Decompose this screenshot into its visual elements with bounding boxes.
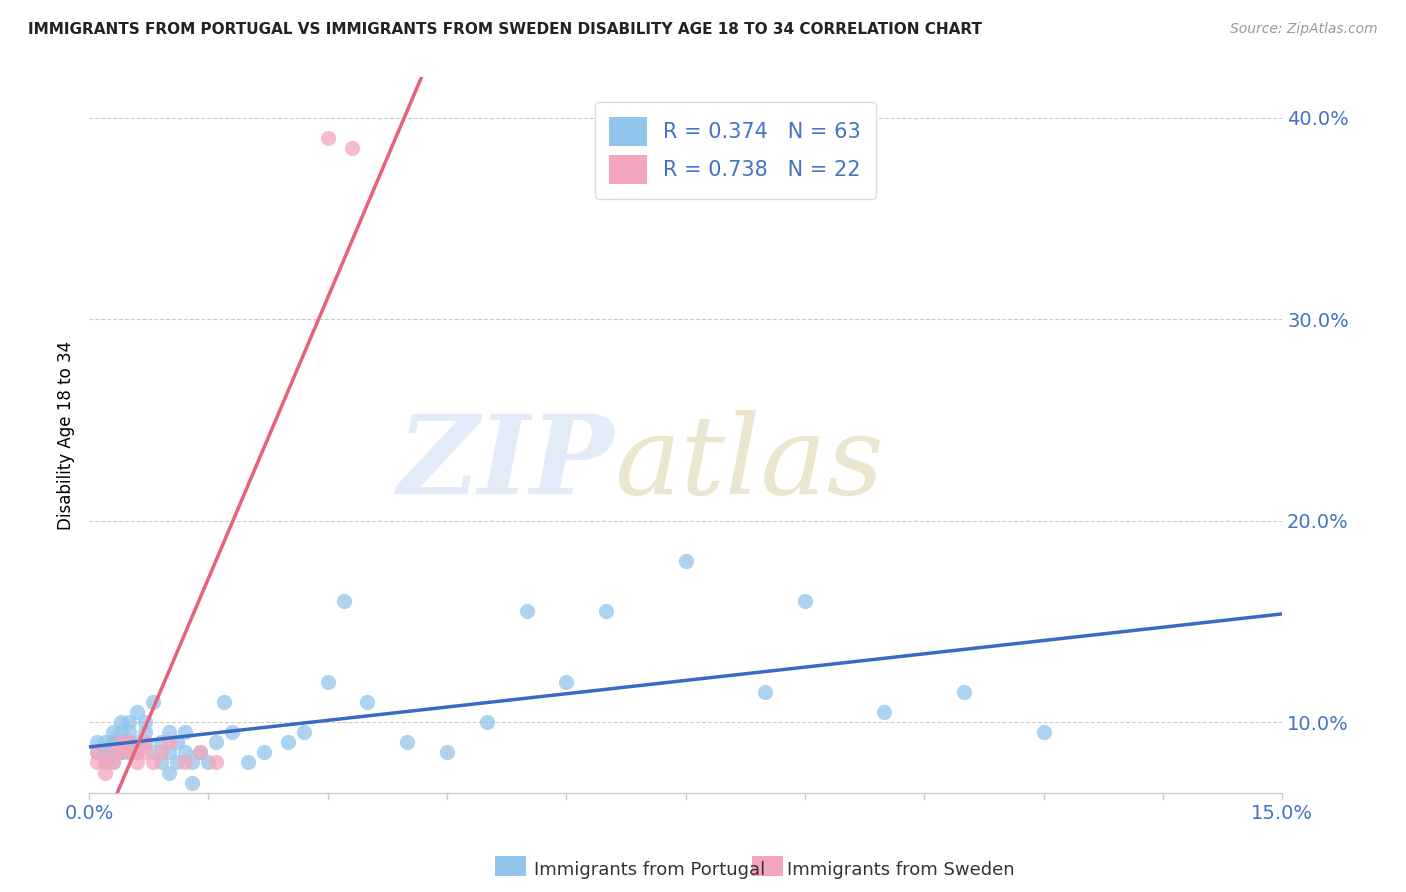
Text: Source: ZipAtlas.com: Source: ZipAtlas.com bbox=[1230, 22, 1378, 37]
Point bbox=[316, 674, 339, 689]
Point bbox=[197, 756, 219, 770]
Text: atlas: atlas bbox=[614, 410, 884, 517]
Point bbox=[134, 745, 156, 759]
Point bbox=[214, 695, 236, 709]
Bar bbox=[495, 856, 526, 876]
Point bbox=[142, 745, 165, 759]
Point bbox=[94, 745, 117, 759]
Point bbox=[134, 725, 156, 739]
Point bbox=[86, 745, 108, 759]
Point bbox=[356, 695, 378, 709]
Point bbox=[134, 735, 156, 749]
Point bbox=[94, 735, 117, 749]
Point bbox=[181, 756, 204, 770]
Point bbox=[675, 554, 697, 568]
Point bbox=[101, 745, 124, 759]
Point bbox=[873, 705, 896, 719]
Point bbox=[292, 725, 315, 739]
Point bbox=[125, 745, 148, 759]
Text: IMMIGRANTS FROM PORTUGAL VS IMMIGRANTS FROM SWEDEN DISABILITY AGE 18 TO 34 CORRE: IMMIGRANTS FROM PORTUGAL VS IMMIGRANTS F… bbox=[28, 22, 983, 37]
Legend: R = 0.374   N = 63, R = 0.738   N = 22: R = 0.374 N = 63, R = 0.738 N = 22 bbox=[595, 103, 876, 199]
Point bbox=[157, 735, 180, 749]
Point bbox=[396, 735, 419, 749]
Point bbox=[86, 745, 108, 759]
Point bbox=[166, 756, 188, 770]
Point bbox=[110, 735, 132, 749]
Point bbox=[110, 745, 132, 759]
Point bbox=[142, 756, 165, 770]
Point bbox=[516, 604, 538, 618]
Text: Immigrants from Sweden: Immigrants from Sweden bbox=[787, 861, 1015, 879]
Point bbox=[149, 745, 172, 759]
Point bbox=[142, 695, 165, 709]
Point bbox=[101, 745, 124, 759]
Text: ZIP: ZIP bbox=[398, 410, 614, 517]
Point bbox=[149, 735, 172, 749]
Point bbox=[277, 735, 299, 749]
Point bbox=[190, 745, 212, 759]
Point bbox=[754, 685, 776, 699]
Point bbox=[101, 756, 124, 770]
Point bbox=[118, 735, 141, 749]
Point bbox=[94, 756, 117, 770]
Point bbox=[190, 745, 212, 759]
Point bbox=[118, 725, 141, 739]
Point bbox=[205, 735, 228, 749]
Point bbox=[173, 745, 195, 759]
Point bbox=[149, 756, 172, 770]
Point bbox=[118, 735, 141, 749]
Point bbox=[134, 735, 156, 749]
Text: Immigrants from Portugal: Immigrants from Portugal bbox=[534, 861, 765, 879]
Point bbox=[316, 131, 339, 145]
Point bbox=[595, 604, 617, 618]
Point bbox=[205, 756, 228, 770]
Point bbox=[157, 725, 180, 739]
Point bbox=[110, 715, 132, 730]
Point bbox=[173, 756, 195, 770]
Point bbox=[1032, 725, 1054, 739]
Point bbox=[253, 745, 276, 759]
Point bbox=[157, 765, 180, 780]
Point bbox=[110, 735, 132, 749]
Point bbox=[953, 685, 976, 699]
Point bbox=[86, 756, 108, 770]
Point bbox=[118, 735, 141, 749]
Point bbox=[173, 725, 195, 739]
Bar bbox=[752, 856, 783, 876]
Point bbox=[157, 745, 180, 759]
Point bbox=[221, 725, 243, 739]
Point bbox=[94, 765, 117, 780]
Point bbox=[475, 715, 498, 730]
Point bbox=[125, 756, 148, 770]
Point bbox=[340, 141, 363, 155]
Y-axis label: Disability Age 18 to 34: Disability Age 18 to 34 bbox=[58, 341, 75, 530]
Point bbox=[332, 594, 354, 608]
Point bbox=[236, 756, 259, 770]
Point bbox=[555, 674, 578, 689]
Point bbox=[134, 715, 156, 730]
Point bbox=[94, 756, 117, 770]
Point bbox=[125, 735, 148, 749]
Point bbox=[166, 735, 188, 749]
Point bbox=[110, 745, 132, 759]
Point bbox=[436, 745, 458, 759]
Point bbox=[110, 745, 132, 759]
Point bbox=[110, 725, 132, 739]
Point bbox=[181, 775, 204, 789]
Point bbox=[125, 745, 148, 759]
Point bbox=[125, 705, 148, 719]
Point bbox=[118, 745, 141, 759]
Point bbox=[86, 735, 108, 749]
Point bbox=[101, 735, 124, 749]
Point bbox=[101, 756, 124, 770]
Point bbox=[118, 715, 141, 730]
Point bbox=[118, 745, 141, 759]
Point bbox=[101, 735, 124, 749]
Point bbox=[101, 725, 124, 739]
Point bbox=[794, 594, 817, 608]
